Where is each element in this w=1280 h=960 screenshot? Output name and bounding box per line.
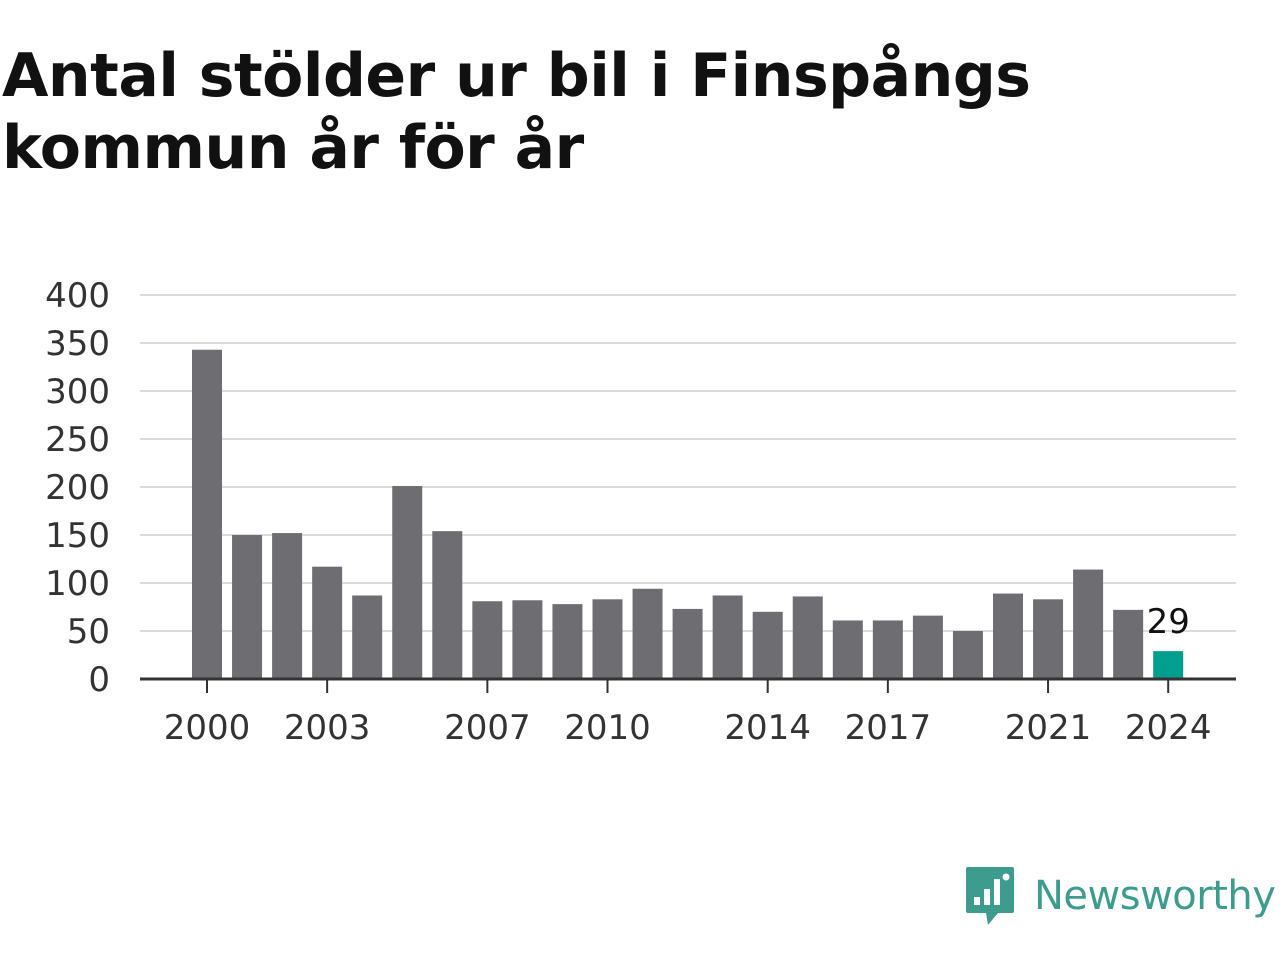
x-tick-label-2010: 2010 [564, 708, 651, 748]
bar-2014 [752, 611, 783, 679]
x-axis-ticks: 2000 2003 2007 2010 2014 2017 2021 2024 [164, 679, 1212, 748]
bar-2005 [392, 486, 423, 679]
bar-2021 [1033, 599, 1064, 679]
bar-chart: 0 50 100 150 200 250 300 350 400 2000 2003 2007 201… [45, 276, 1236, 748]
bars [192, 349, 1184, 679]
bar-2018 [912, 615, 943, 679]
brand-name: Newsworthy [1034, 873, 1276, 919]
bar-2017 [872, 620, 903, 679]
bar-2019 [952, 631, 983, 679]
y-tick-label-0: 0 [88, 660, 110, 700]
bar-2013 [712, 595, 743, 679]
y-tick-label-50: 50 [67, 612, 110, 652]
chart-title: Antal stölder ur bil i Finspångs kommun … [2, 41, 1031, 183]
bar-2007 [472, 601, 503, 679]
bar-2010 [592, 599, 623, 679]
x-tick-label-2021: 2021 [1005, 708, 1092, 748]
grid-lines [140, 294, 1236, 632]
x-tick-label-2003: 2003 [284, 708, 371, 748]
bar-2022 [1073, 569, 1104, 679]
x-tick-label-2024: 2024 [1125, 708, 1212, 748]
bar-2003 [312, 566, 343, 679]
bar-2008 [512, 600, 543, 679]
bar-2020 [993, 593, 1023, 679]
newsworthy-logo-icon [966, 867, 1014, 925]
brand-logo: Newsworthy [964, 864, 1276, 928]
bar-2006 [432, 531, 463, 679]
y-tick-label-300: 300 [45, 372, 110, 412]
y-axis-ticks: 0 50 100 150 200 250 300 350 400 [45, 276, 110, 700]
y-tick-label-350: 350 [45, 324, 110, 364]
bar-2012 [672, 608, 703, 679]
bar-2001 [232, 535, 263, 679]
y-tick-label-150: 150 [45, 516, 110, 556]
x-tick-label-2017: 2017 [845, 708, 932, 748]
y-tick-label-100: 100 [45, 564, 110, 604]
bar-2009 [552, 604, 583, 679]
bar-2000 [192, 349, 222, 679]
y-tick-label-250: 250 [45, 420, 110, 460]
bar-2011 [632, 588, 663, 679]
bar-2002 [272, 533, 303, 679]
bar-2023 [1113, 609, 1144, 679]
bar-2016 [832, 620, 863, 679]
bar-2015 [792, 596, 823, 679]
data-label-2024: 29 [1147, 602, 1190, 642]
bar-2004 [352, 595, 383, 679]
x-tick-label-2007: 2007 [444, 708, 531, 748]
bar-2024 [1153, 651, 1184, 679]
x-tick-label-2000: 2000 [164, 708, 251, 748]
data-labels: 29 [1147, 602, 1190, 642]
x-tick-label-2014: 2014 [724, 708, 811, 748]
y-tick-label-400: 400 [45, 276, 110, 316]
y-tick-label-200: 200 [45, 468, 110, 508]
